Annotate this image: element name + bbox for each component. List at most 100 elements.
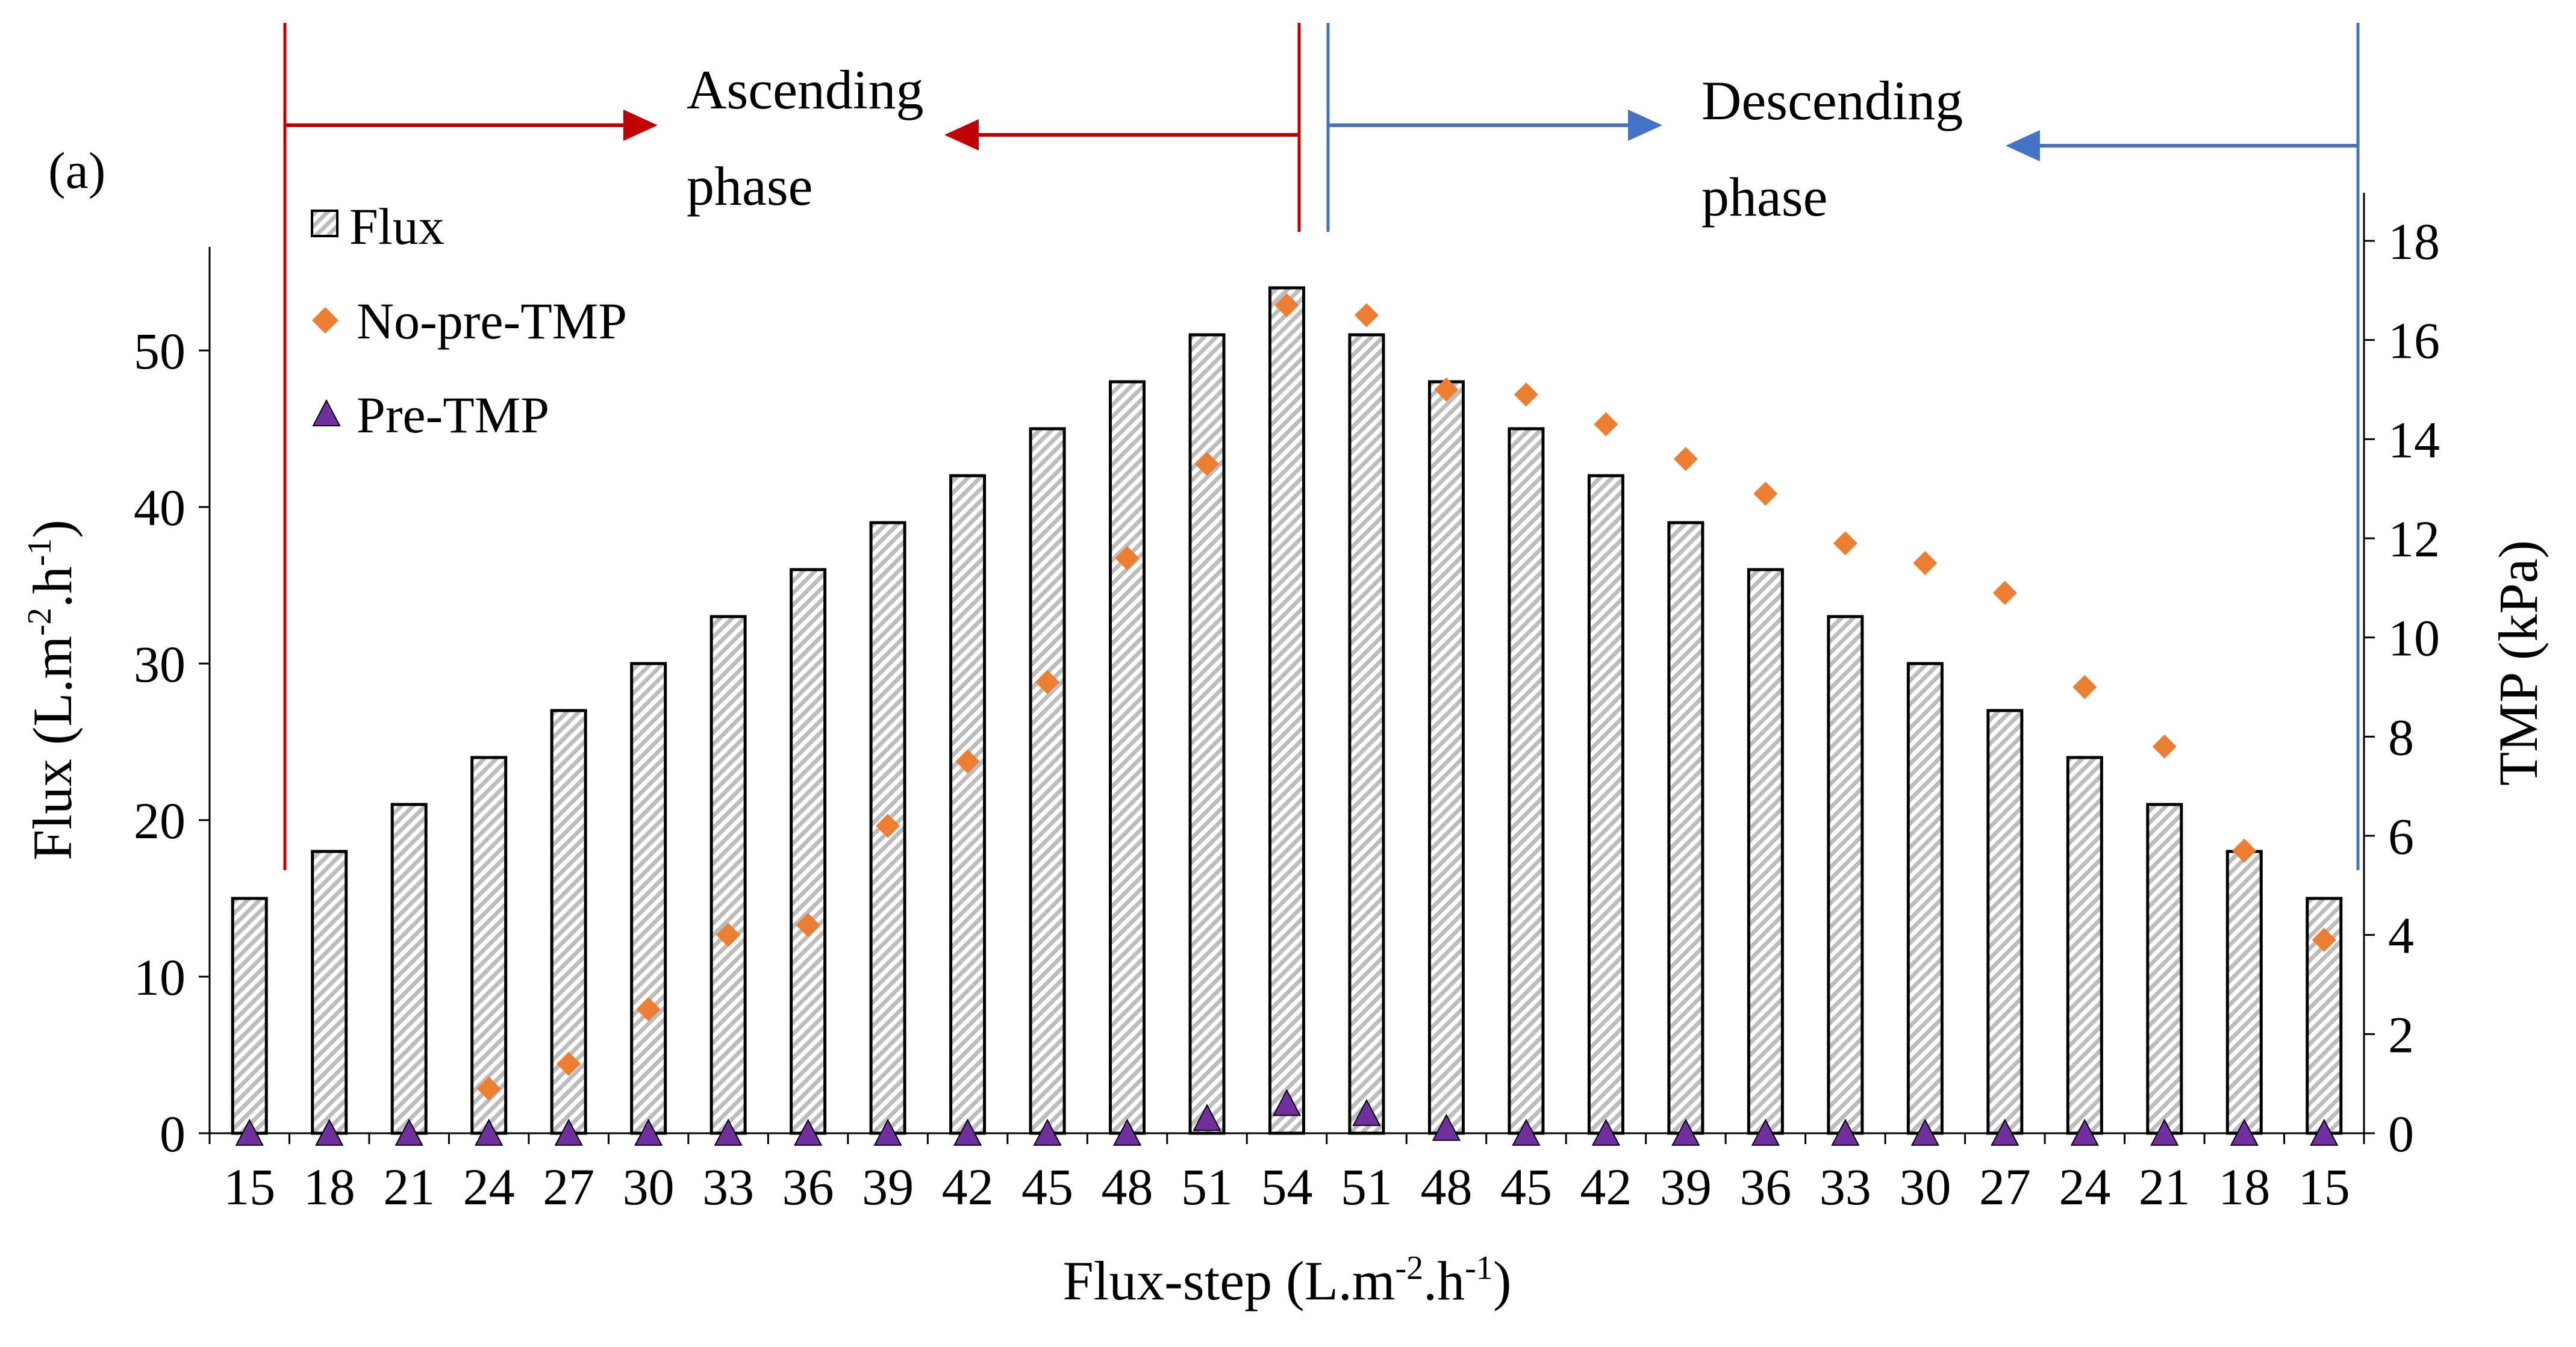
flux-bar	[1109, 380, 1146, 1135]
no-pre-tmp-point	[1753, 481, 1778, 506]
no-pre-tmp-point	[716, 922, 741, 947]
pre-tmp-point	[1751, 1118, 1780, 1146]
flux-bar	[2225, 850, 2263, 1135]
pre-tmp-point	[1991, 1118, 2019, 1146]
y-left-tick-label: 40	[134, 479, 186, 537]
pre-tmp-point	[1193, 1104, 1221, 1131]
x-tick-label: 36	[1739, 1158, 1791, 1216]
flux-bar	[1747, 568, 1784, 1135]
pre-tmp-point	[873, 1118, 902, 1146]
descending-label-line1: Descending	[1701, 70, 1963, 131]
flux-bar	[1906, 662, 1944, 1135]
y-left-tick-label: 10	[134, 948, 186, 1006]
legend-flux-swatch	[311, 210, 338, 237]
x-axis-title: Flux-step (L.m-2.h-1)	[1063, 1249, 1512, 1311]
pre-tmp-point	[1831, 1118, 1860, 1146]
no-pre-tmp-point	[557, 1051, 581, 1076]
no-pre-tmp-point	[2312, 927, 2336, 952]
x-tick-label: 33	[702, 1158, 754, 1216]
x-tick-label: 15	[223, 1158, 275, 1216]
no-pre-tmp-point	[636, 997, 661, 1022]
panel-label: (a)	[48, 142, 105, 199]
no-pre-tmp-points	[476, 293, 2336, 1101]
x-tick-label: 30	[1899, 1158, 1951, 1216]
x-tick-label: 18	[2218, 1158, 2270, 1216]
ascending-annotation: Ascending phase	[283, 23, 1301, 870]
flux-bar	[630, 662, 667, 1135]
x-tick-label: 42	[1580, 1158, 1632, 1216]
x-tick-label: 48	[1102, 1158, 1153, 1216]
y-right-tick-label: 2	[2388, 1006, 2414, 1063]
pre-tmp-point	[315, 1118, 344, 1146]
no-pre-tmp-point	[476, 1076, 501, 1101]
no-pre-tmp-point	[2072, 675, 2097, 699]
no-pre-tmp-point	[2152, 734, 2177, 759]
no-pre-tmp-point	[955, 749, 980, 774]
descending-label-line2: phase	[1701, 166, 1827, 228]
no-pre-tmp-point	[1833, 531, 1857, 556]
flux-bar	[1508, 427, 1545, 1135]
flux-bar	[231, 897, 268, 1135]
no-pre-tmp-point	[1115, 546, 1140, 570]
ascending-label-line2: phase	[687, 155, 812, 217]
flux-bar	[790, 568, 827, 1135]
pre-tmp-point	[1512, 1118, 1541, 1146]
flux-bar	[1348, 333, 1385, 1135]
pre-tmp-point	[1910, 1118, 1940, 1146]
flux-bar	[390, 803, 428, 1135]
y-right-tick-label: 6	[2388, 807, 2414, 865]
flux-bar	[1268, 286, 1305, 1135]
x-tick-label: 15	[2298, 1158, 2350, 1216]
no-pre-tmp-point	[1035, 670, 1060, 694]
pre-tmp-point	[2070, 1118, 2099, 1146]
pre-tmp-point	[793, 1118, 823, 1146]
no-pre-tmp-point	[1354, 303, 1379, 328]
x-tick-label: 39	[1660, 1158, 1712, 1216]
x-tick-label: 51	[1341, 1158, 1392, 1216]
no-pre-tmp-point	[1913, 551, 1938, 576]
y-left-tick-label: 0	[160, 1105, 186, 1163]
ascending-arrowhead-left	[944, 119, 979, 151]
flux-bar	[1427, 380, 1465, 1135]
x-tick-label: 24	[2059, 1158, 2110, 1216]
pre-tmp-point	[395, 1118, 423, 1146]
y-right-tick-label: 8	[2388, 708, 2414, 766]
flux-bar	[1986, 709, 2024, 1135]
pre-tmp-point	[2310, 1118, 2339, 1146]
pre-tmp-point	[2230, 1118, 2259, 1146]
legend-pre-tmp-label: Pre-TMP	[357, 386, 549, 444]
x-tick-label: 33	[1820, 1158, 1871, 1216]
no-pre-tmp-point	[796, 913, 820, 938]
flux-bar	[709, 615, 747, 1135]
y-right-tick-label: 0	[2388, 1105, 2414, 1163]
flux-bars	[231, 286, 2343, 1135]
pre-tmp-point	[1432, 1113, 1461, 1141]
pre-tmp-point	[1591, 1118, 1621, 1146]
y-right-tick-label: 10	[2388, 609, 2440, 667]
no-pre-tmp-point	[1594, 412, 1618, 437]
flux-bar	[1029, 427, 1066, 1135]
x-tick-label: 27	[543, 1158, 594, 1216]
y-right-tick-label: 14	[2388, 411, 2440, 468]
pre-tmp-point	[2150, 1118, 2179, 1146]
ascending-arrowhead-right	[623, 110, 658, 141]
no-pre-tmp-point	[1673, 447, 1698, 471]
no-pre-tmp-point	[1195, 452, 1220, 476]
x-tick-label: 45	[1021, 1158, 1073, 1216]
y-right-axis-title: TMP (kPa)	[2487, 540, 2549, 786]
flux-bar	[1587, 474, 1624, 1135]
legend-pre-tmp-marker	[312, 399, 341, 426]
y-left-tick-label: 50	[134, 322, 186, 380]
x-tick-label: 24	[463, 1158, 515, 1216]
pre-tmp-point	[1272, 1089, 1302, 1116]
no-pre-tmp-point	[1514, 382, 1538, 407]
x-tick-label: 21	[2139, 1158, 2191, 1216]
y-right-tick-label: 4	[2388, 907, 2414, 965]
x-axis-ticks: 15 18 21 24 27 30 33 36 39 42 45 48 51 54 51 48 45 42 39 36…	[208, 1133, 2365, 1216]
x-tick-label: 39	[862, 1158, 914, 1216]
x-tick-label: 30	[623, 1158, 675, 1216]
pre-tmp-point	[1352, 1098, 1381, 1126]
legend-no-pre-tmp-marker	[312, 307, 338, 334]
pre-tmp-point	[554, 1118, 583, 1146]
